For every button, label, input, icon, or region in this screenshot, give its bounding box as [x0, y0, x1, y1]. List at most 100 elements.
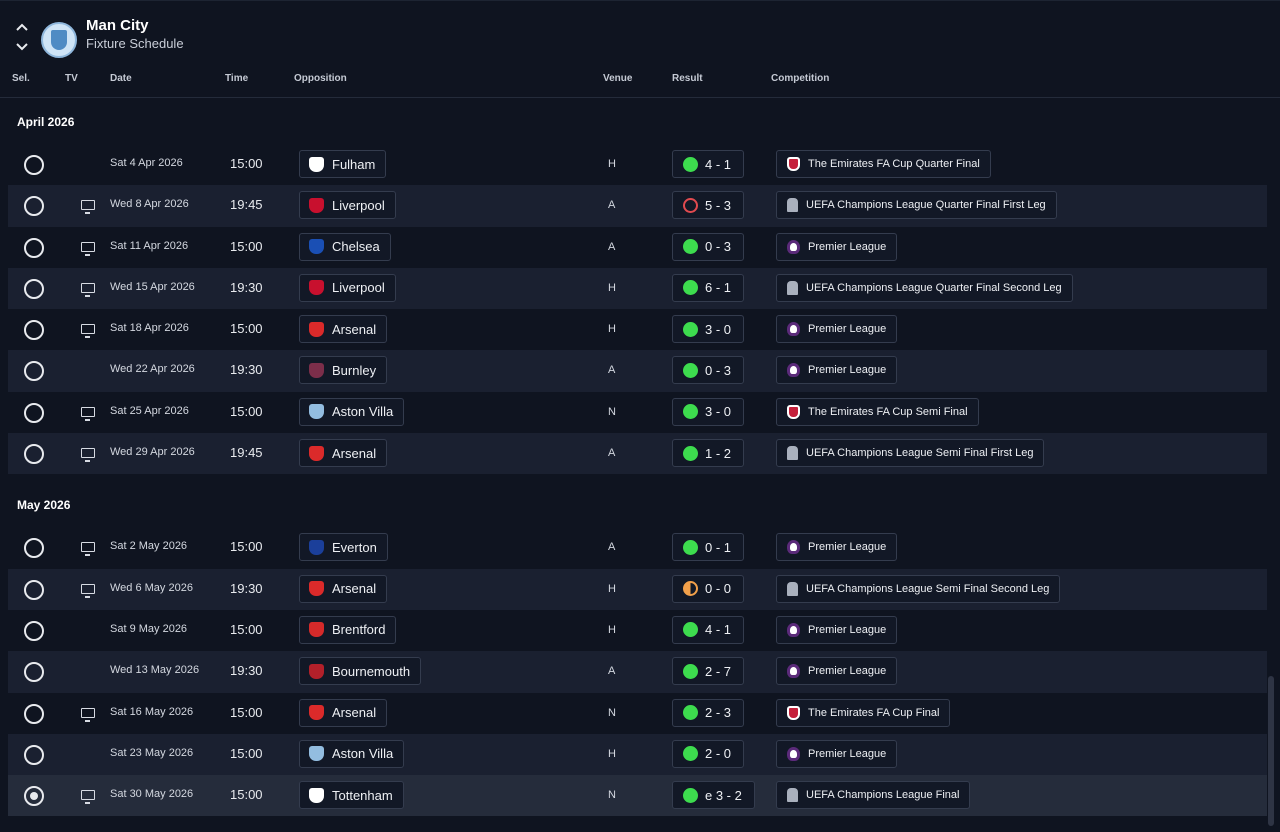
opponent-button[interactable]: Arsenal: [299, 574, 388, 603]
fixture-row[interactable]: Wed 6 May 2026 19:30 Arsenal H 0 - 0 UEF…: [8, 568, 1267, 610]
fixture-time: 15:00: [230, 621, 263, 637]
fixture-row[interactable]: Sat 9 May 2026 15:00 Brentford H 4 - 1 P…: [8, 610, 1267, 651]
opponent-badge-icon: [309, 705, 324, 721]
select-radio[interactable]: [24, 444, 44, 465]
select-radio[interactable]: [24, 361, 44, 382]
fixture-row[interactable]: Wed 22 Apr 2026 19:30 Burnley A 0 - 3 Pr…: [8, 350, 1267, 392]
competition-button[interactable]: UEFA Champions League Quarter Final Seco…: [776, 273, 1073, 302]
result-button[interactable]: 1 - 2: [672, 439, 745, 468]
competition-button[interactable]: The Emirates FA Cup Semi Final: [776, 397, 979, 426]
fixture-venue: H: [608, 747, 616, 760]
opponent-button[interactable]: Everton: [299, 533, 388, 562]
fixture-row[interactable]: Sat 11 Apr 2026 15:00 Chelsea A 0 - 3 Pr…: [8, 227, 1267, 268]
result-button[interactable]: 2 - 3: [672, 698, 745, 727]
result-button[interactable]: 3 - 0: [672, 315, 745, 344]
result-button[interactable]: 0 - 1: [672, 533, 745, 562]
competition-button[interactable]: UEFA Champions League Semi Final First L…: [776, 439, 1045, 468]
opponent-name: Bournemouth: [332, 663, 411, 679]
fixture-row[interactable]: Sat 25 Apr 2026 15:00 Aston Villa N 3 - …: [8, 392, 1267, 433]
fixture-row[interactable]: Sat 2 May 2026 15:00 Everton A 0 - 1 Pre…: [8, 527, 1267, 568]
opponent-button[interactable]: Aston Villa: [299, 397, 405, 426]
opponent-button[interactable]: Liverpool: [299, 273, 396, 302]
competition-button[interactable]: UEFA Champions League Final: [776, 781, 971, 810]
result-button[interactable]: 4 - 1: [672, 150, 745, 178]
result-button[interactable]: 0 - 0: [672, 574, 745, 603]
select-radio[interactable]: [24, 237, 44, 258]
opponent-button[interactable]: Tottenham: [299, 781, 404, 810]
competition-button[interactable]: UEFA Champions League Semi Final Second …: [776, 574, 1061, 603]
fixture-row[interactable]: Wed 13 May 2026 19:30 Bournemouth A 2 - …: [8, 651, 1267, 693]
competition-button[interactable]: The Emirates FA Cup Final: [776, 698, 951, 727]
col-date[interactable]: Date: [110, 73, 132, 84]
opponent-button[interactable]: Liverpool: [299, 191, 396, 220]
result-button[interactable]: 0 - 3: [672, 356, 745, 385]
col-competition[interactable]: Competition: [771, 73, 830, 84]
select-radio[interactable]: [24, 744, 44, 765]
fixture-row[interactable]: Wed 29 Apr 2026 19:45 Arsenal A 1 - 2 UE…: [8, 433, 1267, 475]
col-venue[interactable]: Venue: [603, 73, 633, 84]
competition-button[interactable]: The Emirates FA Cup Quarter Final: [776, 150, 991, 178]
opponent-button[interactable]: Brentford: [299, 615, 397, 644]
competition-button[interactable]: Premier League: [776, 232, 898, 261]
competition-button[interactable]: Premier League: [776, 356, 898, 385]
opponent-button[interactable]: Arsenal: [299, 315, 388, 344]
select-radio[interactable]: [24, 278, 44, 299]
select-radio[interactable]: [24, 196, 44, 217]
fixture-row[interactable]: Sat 18 Apr 2026 15:00 Arsenal H 3 - 0 Pr…: [8, 309, 1267, 350]
fixture-row[interactable]: Sat 23 May 2026 15:00 Aston Villa H 2 - …: [8, 733, 1267, 776]
col-time[interactable]: Time: [225, 73, 249, 84]
opponent-badge-icon: [309, 280, 324, 296]
competition-button[interactable]: UEFA Champions League Quarter Final Firs…: [776, 191, 1057, 220]
nav-arrows: [12, 17, 32, 57]
result-button[interactable]: 6 - 1: [672, 273, 745, 302]
competition-button[interactable]: Premier League: [776, 615, 898, 644]
opponent-button[interactable]: Fulham: [299, 150, 387, 178]
competition-button[interactable]: Premier League: [776, 739, 898, 768]
competition-button[interactable]: Premier League: [776, 533, 898, 562]
opponent-button[interactable]: Arsenal: [299, 698, 388, 727]
select-radio[interactable]: [24, 786, 44, 807]
select-radio[interactable]: [24, 662, 44, 683]
select-radio[interactable]: [24, 402, 44, 423]
select-radio[interactable]: [24, 538, 44, 559]
result-button[interactable]: 4 - 1: [672, 615, 745, 644]
result-button[interactable]: 3 - 0: [672, 397, 745, 426]
fixture-row[interactable]: Sat 30 May 2026 15:00 Tottenham N e 3 - …: [8, 775, 1267, 817]
opponent-button[interactable]: Bournemouth: [299, 657, 422, 686]
competition-button[interactable]: Premier League: [776, 315, 898, 344]
col-tv[interactable]: TV: [65, 73, 78, 84]
opponent-name: Arsenal: [332, 581, 377, 597]
select-radio[interactable]: [24, 155, 44, 175]
opponent-button[interactable]: Arsenal: [299, 439, 388, 468]
fixture-date: Sat 30 May 2026: [110, 788, 194, 801]
opponent-button[interactable]: Chelsea: [299, 232, 391, 261]
club-name: Man City: [86, 17, 149, 34]
col-sel[interactable]: Sel.: [12, 73, 30, 84]
competition-button[interactable]: Premier League: [776, 657, 898, 686]
fixture-date: Wed 15 Apr 2026: [110, 280, 195, 293]
fixture-row[interactable]: Wed 15 Apr 2026 19:30 Liverpool H 6 - 1 …: [8, 267, 1267, 310]
fixture-date: Wed 29 Apr 2026: [110, 446, 195, 459]
select-radio[interactable]: [24, 620, 44, 641]
result-button[interactable]: 2 - 7: [672, 657, 745, 686]
col-result[interactable]: Result: [672, 73, 703, 84]
result-win-icon: [683, 705, 698, 721]
fixture-row[interactable]: Wed 8 Apr 2026 19:45 Liverpool A 5 - 3 U…: [8, 185, 1267, 227]
result-button[interactable]: e 3 - 2: [672, 781, 755, 810]
col-opposition[interactable]: Opposition: [294, 73, 347, 84]
scrollbar[interactable]: [1268, 676, 1274, 826]
chevron-down-icon[interactable]: [12, 37, 32, 57]
select-radio[interactable]: [24, 703, 44, 724]
select-radio[interactable]: [24, 320, 44, 341]
chevron-up-icon[interactable]: [12, 17, 32, 37]
result-button[interactable]: 0 - 3: [672, 232, 745, 261]
fixture-row[interactable]: Sat 16 May 2026 15:00 Arsenal N 2 - 3 Th…: [8, 693, 1267, 734]
opponent-button[interactable]: Burnley: [299, 356, 388, 385]
opponent-button[interactable]: Aston Villa: [299, 739, 405, 768]
opponent-name: Chelsea: [332, 239, 380, 255]
result-button[interactable]: 2 - 0: [672, 739, 745, 768]
select-radio[interactable]: [24, 579, 44, 600]
fixture-row[interactable]: Sat 4 Apr 2026 15:00 Fulham H 4 - 1 The …: [8, 144, 1267, 185]
result-button[interactable]: 5 - 3: [672, 191, 745, 220]
fixture-date: Wed 8 Apr 2026: [110, 198, 189, 211]
